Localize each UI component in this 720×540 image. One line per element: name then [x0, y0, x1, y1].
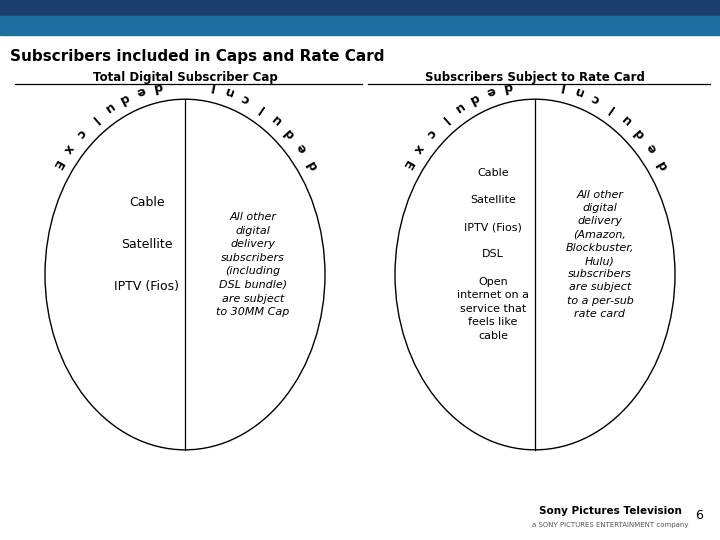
Text: Total Digital Subscriber Cap: Total Digital Subscriber Cap	[93, 71, 277, 84]
Text: c: c	[590, 91, 602, 106]
Text: d: d	[655, 158, 670, 172]
Text: l: l	[256, 101, 266, 114]
Text: d: d	[282, 125, 297, 140]
Text: e: e	[135, 84, 147, 99]
Text: e: e	[294, 141, 310, 155]
Text: d: d	[152, 79, 163, 93]
Text: All other
digital
delivery
subscribers
(including
DSL bundle)
are subject
to 30M: All other digital delivery subscribers (…	[216, 212, 289, 317]
Text: Subscribers included in Caps and Rate Card: Subscribers included in Caps and Rate Ca…	[10, 49, 384, 64]
Text: l: l	[606, 101, 617, 114]
Text: u: u	[618, 111, 634, 127]
Text: x: x	[60, 141, 76, 155]
Text: l: l	[88, 113, 100, 125]
Text: n: n	[572, 83, 585, 99]
Text: All other
digital
delivery
(Amazon,
Blockbuster,
Hulu)
subscribers
are subject
t: All other digital delivery (Amazon, Bloc…	[566, 190, 634, 319]
Text: d: d	[467, 90, 482, 106]
Text: d: d	[117, 90, 131, 106]
Text: Cable

Satellite

IPTV (Fios)

DSL

Open
internet on a
service that
feels like
c: Cable Satellite IPTV (Fios) DSL Open int…	[457, 168, 529, 341]
Text: e: e	[485, 84, 497, 99]
Text: c: c	[239, 91, 252, 106]
Text: E: E	[400, 158, 415, 172]
Text: I: I	[559, 79, 566, 93]
Text: Subscribers Subject to Rate Card: Subscribers Subject to Rate Card	[425, 71, 645, 84]
Text: E: E	[50, 158, 65, 172]
Text: l: l	[438, 113, 450, 125]
Text: c: c	[423, 126, 438, 140]
Text: u: u	[451, 100, 466, 116]
Text: u: u	[269, 111, 284, 127]
Text: Sony Pictures Television: Sony Pictures Television	[539, 506, 681, 516]
Text: u: u	[102, 100, 116, 116]
Text: Cable

Satellite

IPTV (Fios): Cable Satellite IPTV (Fios)	[114, 196, 179, 293]
Text: a SONY PICTURES ENTERTAINMENT company: a SONY PICTURES ENTERTAINMENT company	[532, 522, 688, 528]
Text: d: d	[305, 158, 320, 172]
Text: n: n	[222, 83, 235, 99]
Text: d: d	[632, 125, 647, 140]
Text: e: e	[644, 141, 660, 155]
Text: c: c	[73, 126, 88, 140]
Text: 6: 6	[695, 509, 703, 522]
Text: x: x	[410, 141, 426, 155]
Bar	[0, 16, 720, 35]
Text: d: d	[503, 79, 513, 93]
Bar	[0, 0, 720, 16]
Text: I: I	[209, 79, 216, 93]
